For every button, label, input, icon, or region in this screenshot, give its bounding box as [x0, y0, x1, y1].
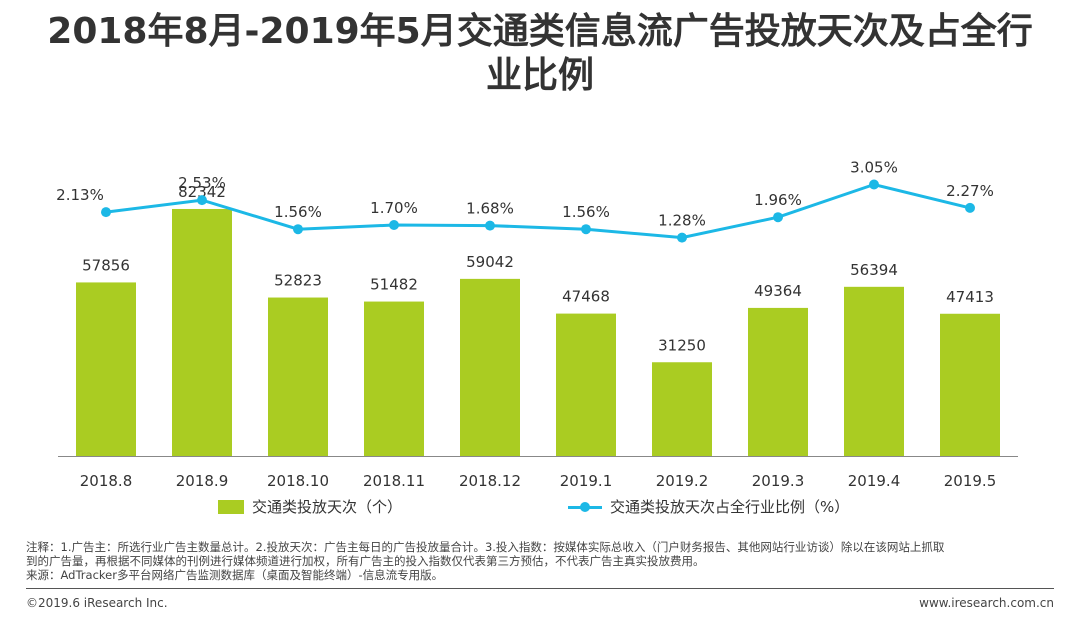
bar-2018.11	[364, 301, 424, 456]
bar-value-label: 59042	[466, 253, 514, 271]
ratio-value-label: 1.68%	[466, 200, 514, 218]
ratio-point-2019.3	[773, 212, 783, 223]
bar-2018.10	[268, 297, 328, 456]
bar-value-label: 47468	[562, 288, 610, 306]
bar-value-label: 52823	[274, 272, 322, 290]
legend-bar-label: 交通类投放天次（个）	[252, 498, 403, 516]
x-tick-label: 2018.8	[80, 472, 133, 490]
legend-item-bar: 交通类投放天次（个）	[218, 496, 402, 517]
ratio-point-2019.5	[965, 202, 975, 213]
ratio-point-2018.8	[101, 207, 111, 218]
ratio-value-label: 1.56%	[562, 203, 610, 221]
ratio-point-2019.4	[869, 179, 879, 190]
bar-value-label: 31250	[658, 336, 706, 354]
bar-2019.2	[652, 362, 712, 456]
bar-value-label: 49364	[754, 282, 802, 300]
x-tick-label: 2019.4	[848, 472, 901, 490]
footnote-note-1: 注释：1.广告主：所选行业广告主数量总计。2.投放天次：广告主每日的广告投放量合…	[26, 540, 945, 554]
bar-2018.8	[76, 282, 136, 456]
x-tick-label: 2019.5	[944, 472, 997, 490]
x-tick-label: 2018.10	[267, 472, 329, 490]
bar-value-label: 56394	[850, 261, 898, 279]
legend-line-label: 交通类投放天次占全行业比例（%）	[610, 498, 850, 516]
chart-title-line-1: 2018年8月-2019年5月交通类信息流广告投放天次及占全行	[47, 11, 1033, 52]
ratio-value-label: 2.27%	[946, 182, 994, 200]
ratio-point-2018.9	[197, 195, 207, 206]
footnote-source: 来源：AdTracker多平台网络广告监测数据库（桌面及智能终端）-信息流专用版…	[26, 568, 444, 582]
legend-item-line: 交通类投放天次占全行业比例（%）	[568, 496, 849, 517]
footer-divider	[26, 588, 1054, 589]
ratio-line	[105, 182, 971, 240]
ratio-value-label: 1.28%	[658, 212, 706, 230]
bar-2019.3	[748, 307, 808, 456]
bar-2019.4	[844, 286, 904, 456]
ratio-point-2018.12	[485, 220, 495, 231]
bar-2019.1	[556, 313, 616, 456]
legend-bar-swatch	[218, 499, 244, 514]
footnote-note-2: 到的广告量，再根据不同媒体的刊例进行媒体频道进行加权，所有广告主的投入指数仅代表…	[26, 554, 705, 568]
bar-2019.5	[940, 313, 1000, 456]
ratio-point-2018.10	[293, 224, 303, 235]
bar-value-label: 51482	[370, 276, 418, 294]
x-tick-label: 2019.1	[560, 472, 613, 490]
x-tick-label: 2018.11	[363, 472, 425, 490]
ratio-value-label: 3.05%	[850, 159, 898, 177]
ratio-point-2019.1	[581, 224, 591, 235]
bar-2018.12	[460, 278, 520, 456]
chart-legend: 交通类投放天次（个） 交通类投放天次占全行业比例（%）	[0, 496, 1080, 520]
x-tick-label: 2018.12	[459, 472, 521, 490]
x-tick-label: 2019.2	[656, 472, 709, 490]
legend-line-swatch	[568, 500, 602, 514]
ratio-value-label: 1.96%	[754, 191, 802, 209]
chart-title-line-2: 业比例	[485, 55, 594, 96]
chart-title: 2018年8月-2019年5月交通类信息流广告投放天次及占全行 业比例	[0, 10, 1080, 98]
ratio-point-2018.11	[389, 220, 399, 230]
ratio-value-label: 2.53%	[178, 174, 226, 192]
ratio-value-label: 2.13%	[56, 186, 104, 204]
ratio-value-label: 1.70%	[370, 199, 418, 217]
ratio-point-2019.2	[677, 232, 687, 243]
bar-value-label: 82342	[178, 183, 226, 201]
bar-2018.9	[172, 208, 232, 456]
footnote: 注释：1.广告主：所选行业广告主数量总计。2.投放天次：广告主每日的广告投放量合…	[26, 540, 1066, 582]
site-url: www.iresearch.com.cn	[919, 596, 1054, 610]
x-tick-label: 2019.3	[752, 472, 805, 490]
ratio-value-label: 1.56%	[274, 203, 322, 221]
bar-value-label: 57856	[82, 256, 130, 274]
x-tick-label: 2018.9	[176, 472, 229, 490]
bar-value-label: 47413	[946, 288, 994, 306]
copyright: ©2019.6 iResearch Inc.	[26, 596, 168, 610]
